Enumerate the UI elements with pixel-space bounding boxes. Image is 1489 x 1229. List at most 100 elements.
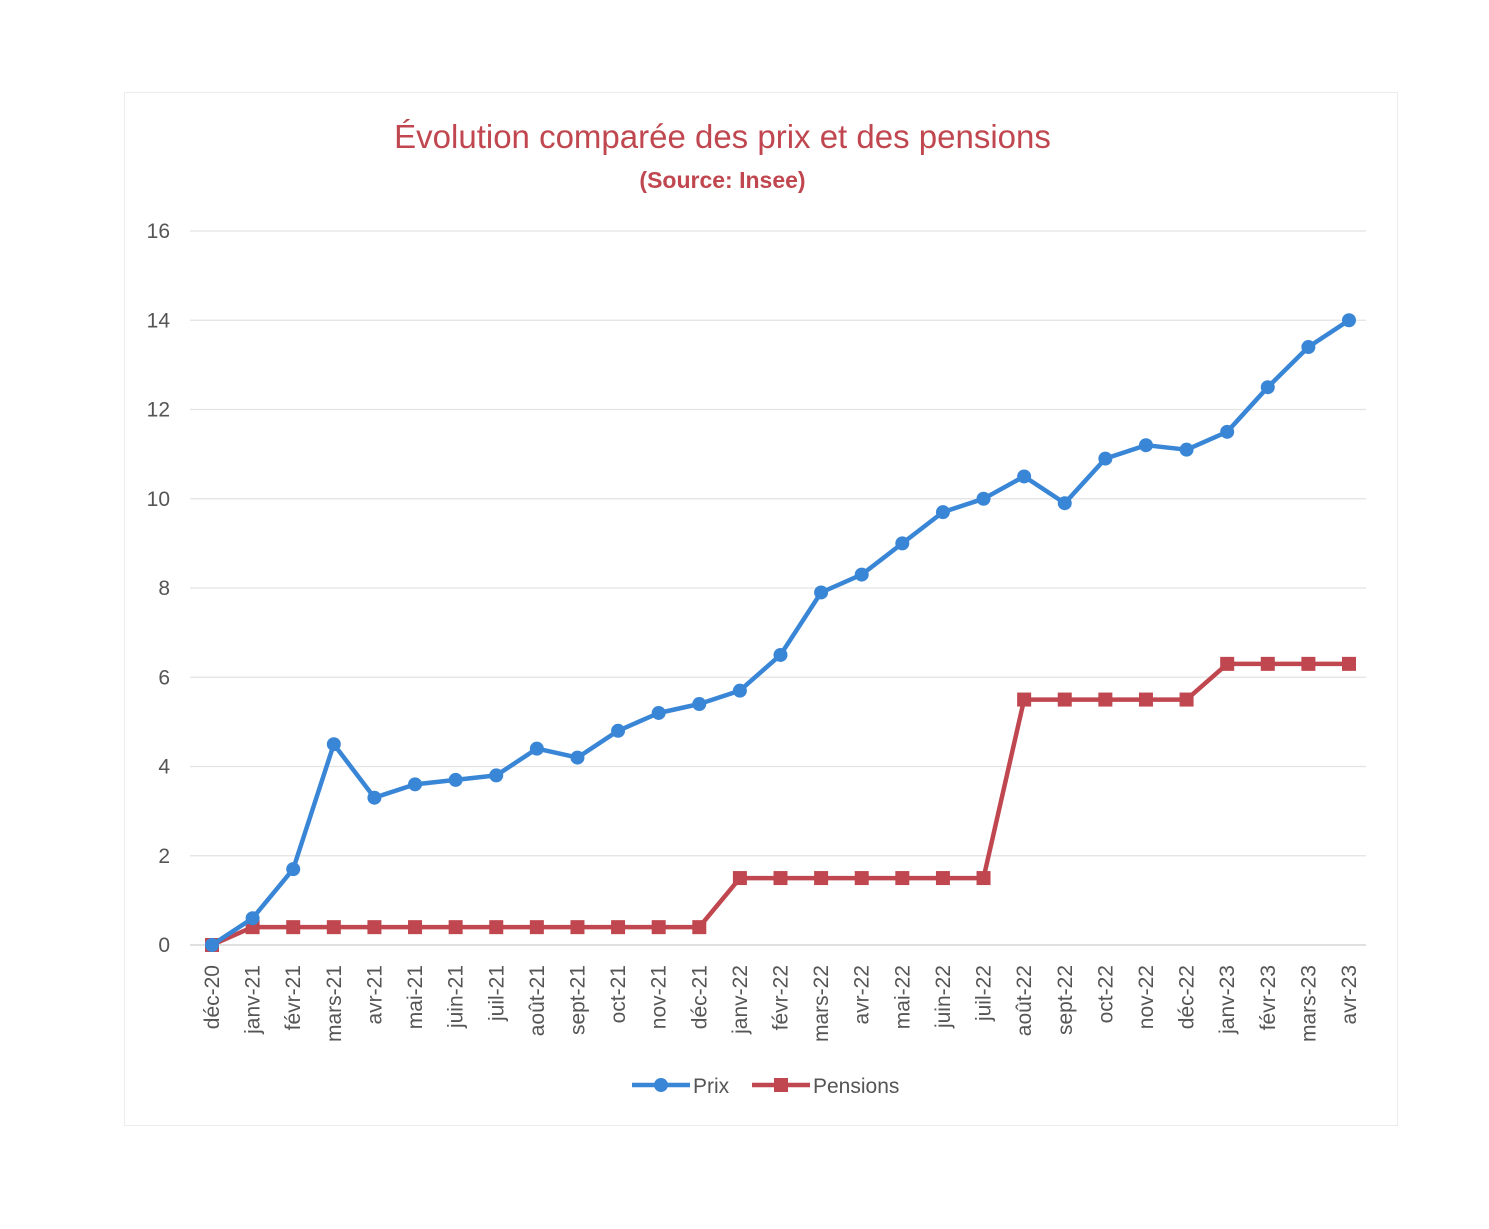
data-point-prix [732, 683, 747, 698]
y-tick-label: 12 [147, 399, 170, 422]
x-tick-label: août-22 [1013, 965, 1036, 1036]
data-point-prix [935, 505, 950, 520]
x-tick-label: sept-22 [1054, 965, 1077, 1035]
legend-marker-pensions [774, 1078, 788, 1092]
y-tick-label: 2 [158, 845, 170, 868]
data-point-prix [814, 585, 829, 600]
data-point-pensions [1301, 656, 1316, 671]
data-point-prix [408, 777, 423, 792]
data-point-pensions [611, 920, 626, 935]
x-tick-label: sept-21 [566, 965, 589, 1035]
data-point-pensions [814, 871, 829, 886]
data-point-prix [529, 741, 544, 756]
data-point-prix [1342, 313, 1356, 328]
data-point-pensions [1017, 692, 1032, 707]
legend-marker-prix [654, 1078, 668, 1092]
data-point-prix [326, 737, 341, 752]
x-tick-label: févr-23 [1257, 965, 1280, 1030]
data-point-pensions [1260, 656, 1275, 671]
data-point-pensions [1220, 656, 1235, 671]
x-tick-label: avr-22 [851, 965, 874, 1025]
x-tick-label: oct-22 [1094, 965, 1117, 1023]
x-tick-label: mars-21 [323, 965, 346, 1042]
data-point-prix [205, 938, 219, 952]
y-tick-label: 0 [158, 934, 170, 957]
y-tick-label: 16 [147, 220, 170, 243]
chart-title: Évolution comparée des prix et des pensi… [394, 118, 1051, 155]
data-point-prix [245, 911, 260, 926]
chart-area [124, 92, 1398, 1126]
data-point-prix [854, 567, 869, 582]
data-point-prix [611, 723, 626, 738]
data-point-pensions [651, 920, 666, 935]
x-tick-label: nov-21 [648, 965, 671, 1029]
x-tick-label: juin-22 [932, 965, 955, 1029]
data-point-prix [692, 697, 707, 712]
x-tick-label: janv-22 [729, 965, 752, 1035]
legend-label-prix: Prix [693, 1075, 730, 1098]
series-line-prix [209, 318, 1352, 948]
x-tick-label: juil-22 [973, 965, 996, 1022]
data-point-prix [1098, 451, 1113, 466]
data-point-pensions [367, 920, 382, 935]
data-point-pensions [1098, 692, 1113, 707]
data-point-prix [1260, 380, 1275, 395]
data-point-prix [1138, 438, 1153, 453]
data-point-pensions [1342, 656, 1356, 671]
data-point-pensions [448, 920, 463, 935]
x-tick-label: mars-23 [1297, 965, 1320, 1042]
data-point-prix [651, 705, 666, 720]
data-point-prix [895, 536, 910, 551]
data-point-prix [1179, 442, 1194, 457]
x-tick-label: nov-22 [1135, 965, 1158, 1029]
data-point-pensions [529, 920, 544, 935]
data-point-pensions [408, 920, 423, 935]
y-tick-label: 8 [158, 577, 170, 600]
data-point-prix [448, 772, 463, 787]
legend-label-pensions: Pensions [813, 1075, 899, 1098]
x-tick-label: avr-21 [363, 965, 386, 1025]
data-point-prix [1057, 496, 1072, 511]
chart-subtitle: (Source: Insee) [639, 167, 806, 193]
x-tick-label: févr-21 [282, 965, 305, 1030]
data-point-pensions [570, 920, 585, 935]
data-point-pensions [732, 871, 747, 886]
data-point-prix [1220, 424, 1235, 439]
x-tick-label: avr-23 [1338, 965, 1361, 1025]
x-tick-label: déc-20 [201, 965, 224, 1029]
data-point-pensions [1179, 692, 1194, 707]
data-point-pensions [854, 871, 869, 886]
x-tick-label: mai-22 [891, 965, 914, 1029]
x-tick-label: août-21 [526, 965, 549, 1036]
data-point-pensions [489, 920, 504, 935]
x-tick-label: déc-21 [688, 965, 711, 1029]
data-point-pensions [1057, 692, 1072, 707]
x-tick-label: mai-21 [404, 965, 427, 1029]
data-point-prix [489, 768, 504, 783]
x-tick-label: juil-21 [485, 965, 508, 1022]
x-tick-label: janv-21 [242, 965, 265, 1035]
data-point-pensions [773, 871, 788, 886]
y-tick-label: 14 [147, 309, 171, 332]
x-tick-label: févr-22 [770, 965, 793, 1030]
data-point-pensions [692, 920, 707, 935]
x-tick-label: juin-21 [445, 965, 468, 1029]
y-tick-label: 4 [158, 756, 170, 779]
data-point-pensions [1138, 692, 1153, 707]
data-point-prix [367, 790, 382, 805]
data-point-prix [976, 491, 991, 506]
data-point-prix [570, 750, 585, 765]
data-point-pensions [895, 871, 910, 886]
data-point-pensions [326, 920, 341, 935]
x-tick-label: janv-23 [1216, 965, 1239, 1035]
series-line-pensions [209, 661, 1352, 948]
y-tick-label: 6 [158, 666, 170, 689]
data-point-pensions [976, 871, 991, 886]
x-tick-label: mars-22 [810, 965, 833, 1042]
x-tick-label: déc-22 [1176, 965, 1199, 1029]
data-point-pensions [286, 920, 301, 935]
x-tick-label: oct-21 [607, 965, 630, 1023]
y-tick-label: 10 [147, 488, 170, 511]
data-point-prix [286, 862, 301, 877]
